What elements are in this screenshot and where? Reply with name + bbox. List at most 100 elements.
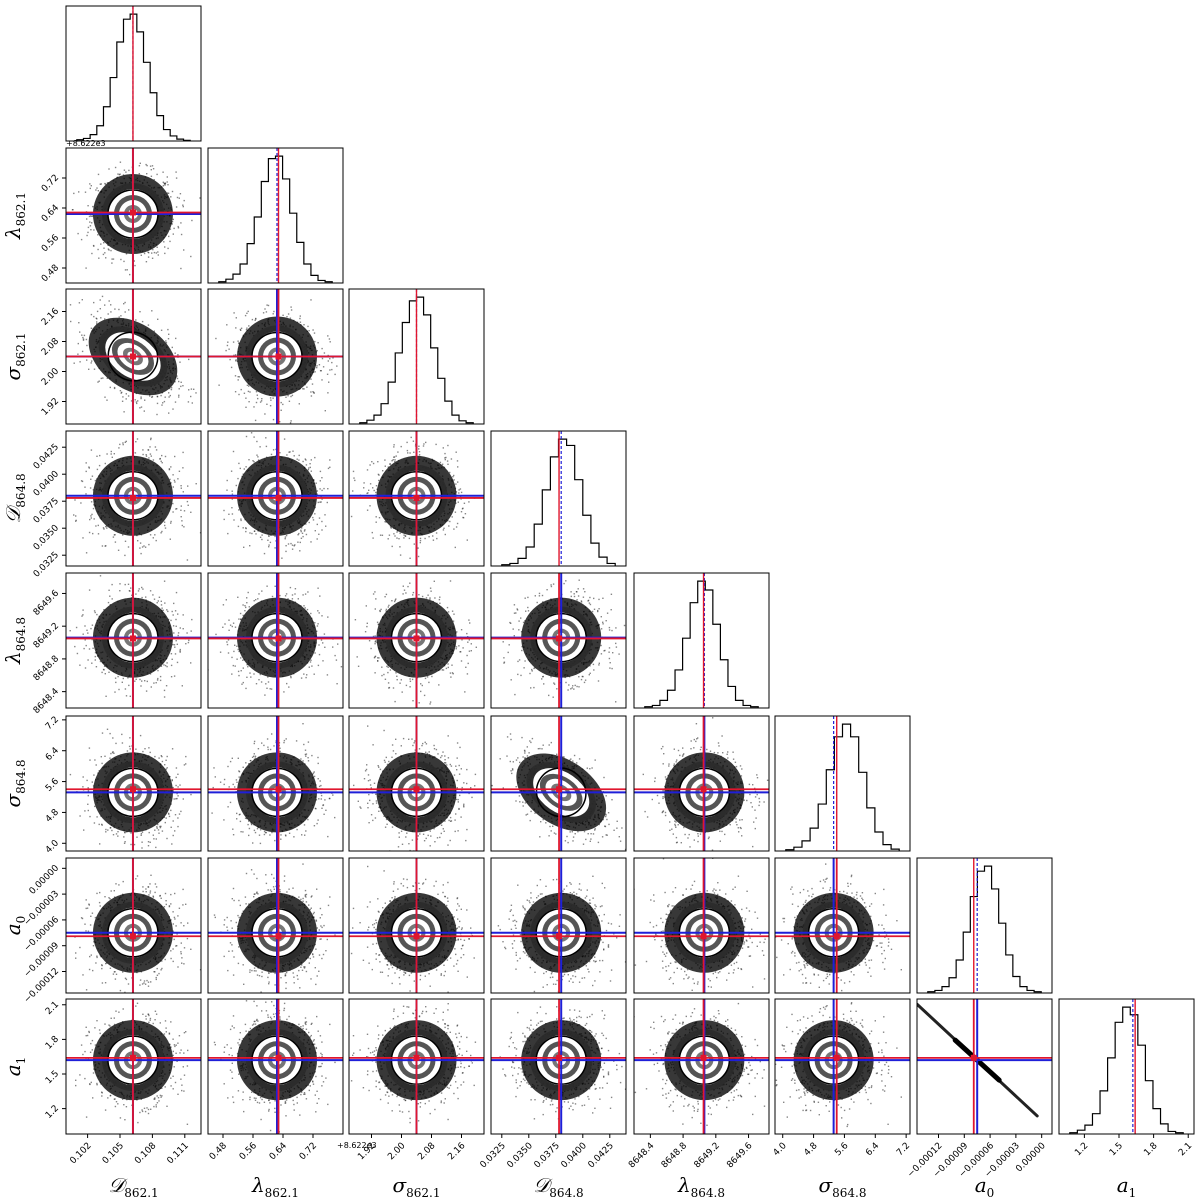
sample-point	[104, 252, 106, 254]
sample-point	[310, 470, 312, 472]
sample-point	[136, 438, 139, 440]
sample-point	[187, 485, 189, 487]
sample-point	[135, 319, 137, 321]
sample-point	[119, 443, 121, 446]
sample-point	[256, 440, 258, 443]
sample-point	[179, 361, 181, 363]
sample-point	[141, 320, 144, 323]
sample-point	[124, 426, 125, 427]
sample-point	[175, 171, 177, 173]
sample-point	[191, 219, 193, 222]
sample-point	[157, 318, 159, 320]
sample-point	[268, 546, 270, 548]
sample-point	[164, 252, 166, 255]
sample-point	[283, 438, 286, 440]
sample-point	[251, 318, 254, 321]
sample-point	[215, 337, 217, 340]
sample-point	[246, 327, 248, 329]
sample-point	[78, 322, 80, 324]
sample-point	[127, 395, 130, 397]
sample-point	[84, 486, 86, 488]
sample-point	[393, 533, 395, 535]
sample-point	[80, 502, 82, 504]
sample-point	[315, 482, 317, 484]
sample-point	[321, 477, 323, 479]
sample-point	[168, 235, 170, 238]
sample-point	[301, 532, 304, 534]
sample-point	[171, 190, 174, 193]
sample-point	[234, 375, 237, 377]
sample-point	[354, 479, 356, 482]
sample-point	[265, 437, 267, 439]
sample-point	[157, 251, 159, 253]
sample-point	[106, 377, 108, 379]
sample-point	[309, 463, 311, 465]
sample-point	[299, 541, 301, 544]
sample-point	[284, 538, 286, 540]
sample-point	[152, 537, 154, 539]
sample-point	[432, 535, 434, 537]
sample-point	[265, 445, 268, 448]
sample-point	[167, 247, 169, 250]
sample-point	[314, 456, 316, 459]
sample-point	[86, 218, 88, 220]
sample-point	[141, 546, 144, 548]
sample-point	[252, 460, 254, 462]
sample-point	[164, 182, 167, 185]
sample-point	[296, 458, 298, 460]
sample-point	[265, 311, 268, 313]
sample-point	[290, 309, 293, 311]
sample-point	[89, 225, 92, 227]
sample-point	[227, 532, 229, 535]
sample-point	[160, 460, 162, 462]
sample-point	[237, 340, 239, 342]
sample-point	[164, 396, 166, 398]
sample-point	[156, 413, 158, 416]
sample-point	[172, 511, 174, 513]
sample-point	[298, 403, 300, 405]
sample-point	[134, 452, 137, 454]
sample-point	[272, 418, 275, 421]
sample-point	[179, 193, 182, 195]
sample-point	[96, 323, 98, 325]
sample-point	[455, 483, 457, 485]
sample-point	[316, 350, 318, 352]
sample-point	[145, 261, 148, 263]
sample-point	[176, 375, 178, 377]
panel-1-1	[207, 147, 344, 284]
sample-point	[125, 253, 128, 255]
sample-point	[312, 519, 315, 521]
sample-point	[96, 468, 99, 471]
sample-point	[104, 396, 106, 398]
sample-point	[310, 459, 312, 461]
sample-point	[298, 532, 300, 535]
sample-point	[148, 543, 150, 546]
sample-point	[180, 505, 182, 507]
sample-point	[81, 299, 83, 301]
sample-point	[410, 436, 412, 439]
sample-point	[247, 310, 249, 313]
sample-point	[246, 312, 248, 314]
sample-point	[316, 523, 318, 526]
sample-point	[122, 396, 124, 398]
sample-point	[432, 539, 435, 541]
sample-point	[320, 496, 322, 498]
sample-point	[119, 173, 121, 175]
sample-point	[304, 529, 306, 531]
sample-point	[314, 530, 316, 532]
contour-line	[107, 331, 159, 382]
sample-point	[87, 231, 89, 234]
sample-point	[77, 353, 79, 355]
sample-point	[90, 515, 92, 517]
sample-point	[143, 252, 146, 255]
sample-point	[90, 478, 92, 480]
sample-point	[253, 530, 256, 532]
sample-point	[322, 366, 325, 368]
sample-point	[139, 162, 141, 164]
sample-point	[455, 451, 457, 453]
sample-point	[85, 493, 87, 495]
sample-point	[85, 462, 87, 464]
sample-point	[78, 191, 80, 193]
sample-point	[124, 301, 126, 304]
true-point	[129, 353, 136, 360]
